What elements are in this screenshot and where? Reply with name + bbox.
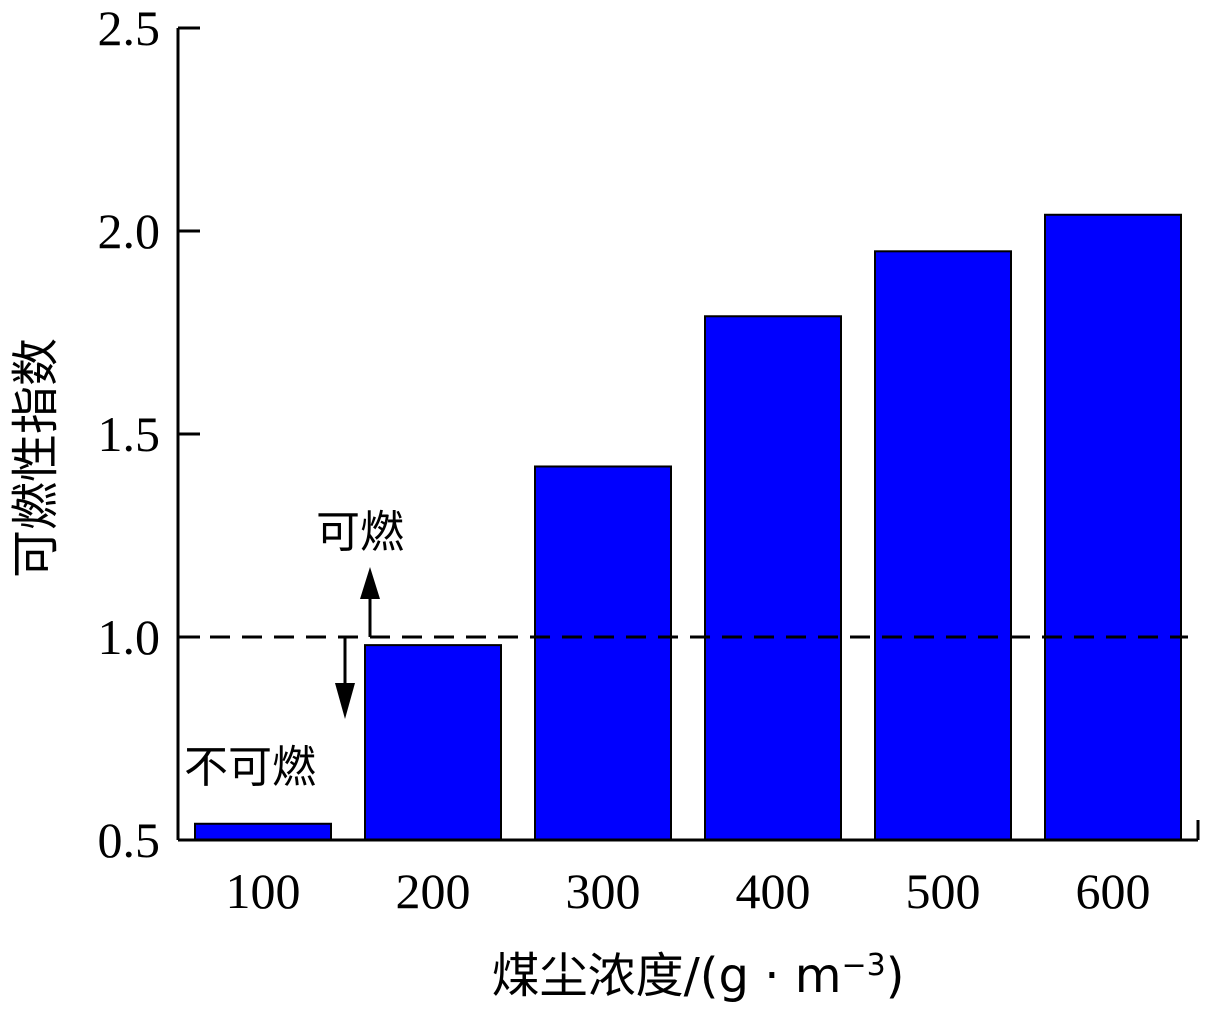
x-axis-title: 煤尘浓度/(g · m−3) [492,948,905,1005]
bars [194,213,1182,842]
x-tick-label-200: 200 [396,863,471,919]
bar-100 [194,822,332,842]
x-axis-title-main: 煤尘浓度/(g · m [492,948,842,1004]
x-tick-label-300: 300 [566,863,641,919]
annotation-non-combustible: 不可燃 [184,742,316,793]
bar-300 [534,465,672,841]
y-axis-title: 可燃性指数 [8,338,64,578]
y-tick-label-1: 1.0 [98,609,161,665]
y-tick-label-4: 2.5 [98,0,161,56]
bar-500 [874,250,1012,842]
down-arrowhead-icon [335,683,355,719]
y-axis-ticks: 0.5 1.0 1.5 2.0 2.5 [98,0,200,868]
x-axis-title-exponent: −3 [841,948,885,983]
annotation-combustible: 可燃 [316,507,404,558]
x-tick-labels: 100 200 300 400 500 600 [226,863,1151,919]
up-arrowhead-icon [360,567,380,599]
x-axis-title-close: ) [886,948,905,1004]
x-tick-label-600: 600 [1076,863,1151,919]
bar-200 [364,644,502,841]
y-tick-label-0: 0.5 [98,812,161,868]
bar-400 [704,315,842,841]
x-tick-label-400: 400 [736,863,811,919]
y-tick-label-3: 2.0 [98,203,161,259]
x-tick-label-100: 100 [226,863,301,919]
x-tick-label-500: 500 [906,863,981,919]
bar-600 [1044,213,1182,841]
y-tick-label-2: 1.5 [98,406,161,462]
